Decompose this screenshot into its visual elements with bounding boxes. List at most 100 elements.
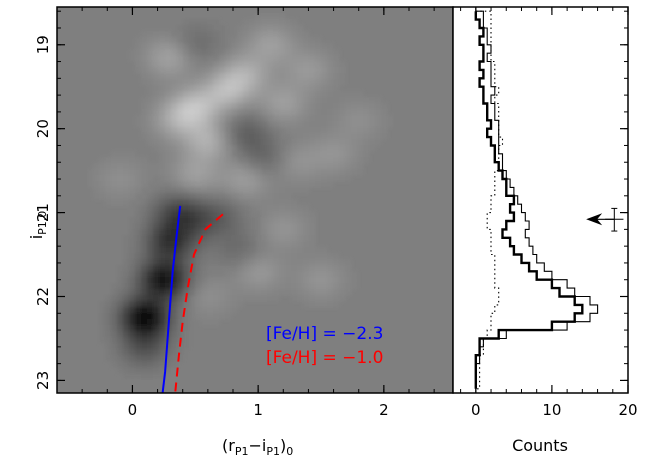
density-cell	[165, 73, 172, 80]
density-cell	[201, 37, 208, 44]
density-cell	[237, 121, 244, 128]
density-cell	[153, 295, 160, 302]
density-cell	[183, 145, 190, 152]
density-cell	[201, 319, 208, 326]
x-axis-title-left: (rP1−iP1)0	[222, 436, 293, 458]
density-cell	[249, 157, 256, 164]
density-cell	[285, 229, 292, 236]
density-cell	[297, 115, 304, 122]
density-cell	[291, 43, 298, 50]
density-cell	[231, 37, 238, 44]
density-cell	[159, 313, 166, 320]
density-cell	[261, 247, 268, 254]
density-cell	[189, 205, 196, 212]
density-cell	[357, 163, 364, 170]
density-cell	[189, 253, 196, 260]
density-cell	[147, 91, 154, 98]
density-cell	[225, 121, 232, 128]
density-cell	[141, 235, 148, 242]
density-cell	[195, 217, 202, 224]
density-cell	[111, 181, 118, 188]
density-cell	[207, 127, 214, 134]
density-cell	[261, 277, 268, 284]
density-cell	[309, 289, 316, 296]
density-cell	[315, 133, 322, 140]
density-cell	[123, 175, 130, 182]
density-cell	[189, 85, 196, 92]
density-cell	[147, 127, 154, 134]
density-cell	[207, 235, 214, 242]
density-cell	[189, 259, 196, 266]
density-cell	[219, 157, 226, 164]
density-cell	[249, 277, 256, 284]
density-cell	[147, 235, 154, 242]
density-cell	[135, 211, 142, 218]
density-cell	[183, 151, 190, 158]
density-cell	[303, 235, 310, 242]
density-cell	[303, 115, 310, 122]
density-cell	[237, 205, 244, 212]
density-cell	[111, 283, 118, 290]
density-cell	[375, 97, 382, 104]
density-cell	[303, 283, 310, 290]
density-cell	[303, 157, 310, 164]
density-cell	[309, 49, 316, 56]
density-cell	[255, 115, 262, 122]
density-cell	[237, 49, 244, 56]
density-cell	[183, 67, 190, 74]
density-cell	[285, 289, 292, 296]
density-cell	[285, 115, 292, 122]
density-cell	[159, 73, 166, 80]
density-cell	[261, 193, 268, 200]
density-cell	[321, 259, 328, 266]
density-cell	[225, 271, 232, 278]
density-cell	[279, 121, 286, 128]
density-cell	[135, 301, 142, 308]
density-cell	[213, 151, 220, 158]
density-cell	[219, 37, 226, 44]
density-cell	[243, 139, 250, 146]
density-cell	[237, 133, 244, 140]
density-cell	[159, 109, 166, 116]
density-cell	[219, 97, 226, 104]
density-cell	[267, 97, 274, 104]
density-cell	[309, 295, 316, 302]
density-cell	[135, 349, 142, 356]
density-cell	[141, 211, 148, 218]
density-cell	[135, 331, 142, 338]
density-cell	[135, 259, 142, 266]
density-cell	[207, 79, 214, 86]
density-cell	[141, 301, 148, 308]
density-cell	[177, 127, 184, 134]
density-cell	[135, 43, 142, 50]
density-cell	[213, 289, 220, 296]
density-cell	[357, 103, 364, 110]
density-cell	[201, 253, 208, 260]
density-cell	[189, 187, 196, 194]
density-cell	[153, 301, 160, 308]
density-cell	[261, 79, 268, 86]
density-cell	[285, 175, 292, 182]
density-cell	[141, 319, 148, 326]
density-cell	[231, 103, 238, 110]
density-cell	[267, 151, 274, 158]
density-cell	[309, 103, 316, 110]
density-cell	[279, 229, 286, 236]
density-cell	[285, 211, 292, 218]
density-cell	[261, 121, 268, 128]
density-cell	[303, 253, 310, 260]
density-cell	[243, 25, 250, 32]
density-cell	[357, 151, 364, 158]
density-cell	[183, 103, 190, 110]
density-cell	[249, 103, 256, 110]
density-cell	[273, 187, 280, 194]
density-cell	[261, 13, 268, 20]
density-cell	[297, 73, 304, 80]
density-cell	[297, 139, 304, 146]
density-cell	[309, 115, 316, 122]
density-cell	[321, 55, 328, 62]
density-cell	[165, 349, 172, 356]
density-cell	[303, 265, 310, 272]
density-cell	[201, 211, 208, 218]
density-cell	[207, 139, 214, 146]
